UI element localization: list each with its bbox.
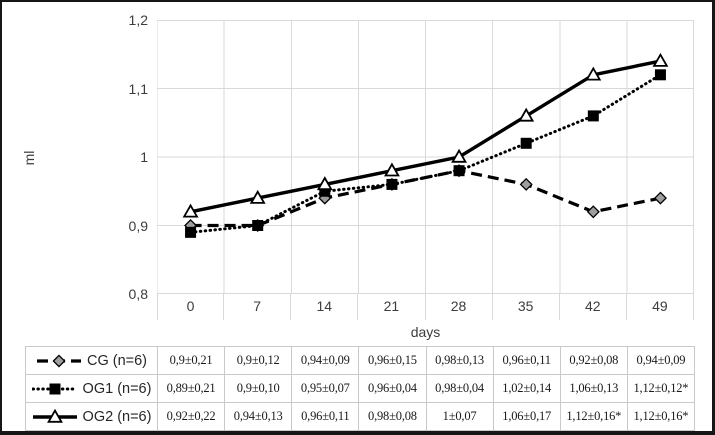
y-tick-label: 0,9 (128, 217, 148, 234)
plot-area (157, 20, 694, 294)
triangle-marker (383, 162, 400, 177)
table-value-cell: 0,9±0,21 (158, 347, 226, 375)
diamond-legend-key-icon (36, 353, 81, 368)
table-value-cell: 0,94±0,13 (225, 403, 293, 431)
triangle-marker (518, 107, 535, 122)
table-value-cell: 0,94±0,09 (292, 347, 360, 375)
square-legend-key-icon (31, 383, 78, 394)
x-tick-label: 49 (627, 294, 694, 320)
table-value-cell: 0,98±0,04 (426, 375, 494, 403)
series-og2 (182, 52, 669, 218)
table-value-cell: 0,96±0,11 (493, 347, 561, 375)
square-marker (185, 226, 197, 238)
triangle-marker (46, 408, 63, 423)
data-table: CG (n=6) 0,9±0,21 0,9±0,12 0,94±0,09 0,96±0,… (25, 346, 695, 431)
table-value-cell: 1,12±0,16* (560, 403, 628, 431)
square-marker (319, 185, 331, 197)
table-value-cell: 1,06±0,13 (560, 375, 628, 403)
table-value-cell: 1±0,07 (426, 403, 494, 431)
table-value-cell: 0,96±0,04 (359, 375, 427, 403)
square-marker (49, 383, 61, 394)
table-value-cell: 0,98±0,13 (426, 347, 494, 375)
legend-label: CG (n=6) (86, 352, 148, 369)
y-tick-label: 1,2 (128, 12, 148, 28)
table-value-cell: 0,96±0,11 (292, 403, 360, 431)
table-value-cell: 1,12±0,16* (627, 403, 695, 431)
table-value-cell: 0,98±0,08 (359, 403, 427, 431)
table-value-cell: 0,9±0,10 (225, 375, 293, 403)
diamond-marker (586, 205, 600, 219)
square-marker (587, 110, 599, 122)
legend-cell-cg: CG (n=6) (26, 347, 158, 375)
gridlines (157, 20, 694, 294)
x-tick-label: 14 (291, 294, 359, 320)
triangle-marker (249, 189, 266, 204)
triangle-marker (316, 176, 333, 191)
table-value-cell: 1,06±0,17 (493, 403, 561, 431)
x-tick-label: 35 (493, 294, 560, 320)
y-tick-label: 1,1 (128, 80, 148, 97)
diamond-marker (653, 191, 667, 205)
legend-cell-og2: OG2 (n=6) (26, 403, 158, 431)
table-value-cell: 0,96±0,15 (359, 347, 427, 375)
x-tick-label: 0 (157, 294, 225, 320)
legend-label: OG1 (n=6) (82, 380, 152, 397)
triangle-marker (652, 52, 669, 67)
triangle-legend-key-icon (32, 408, 77, 423)
table-value-cell: 0,92±0,22 (158, 403, 226, 431)
triangle-marker (182, 203, 199, 218)
square-marker (654, 69, 666, 81)
square-marker (453, 165, 465, 177)
x-tick-label: 21 (358, 294, 426, 320)
x-tick-label: 42 (560, 294, 627, 320)
diamond-marker (519, 177, 533, 191)
table-value-cell: 1,02±0,14 (493, 375, 561, 403)
y-axis-title: ml (21, 150, 37, 166)
x-axis-title: days (410, 324, 441, 340)
legend-cell-og1: OG1 (n=6) (26, 375, 158, 403)
table-value-cell: 1,12±0,12* (627, 375, 695, 403)
triangle-marker (585, 66, 602, 81)
square-marker (252, 220, 264, 231)
diamond-marker (52, 353, 66, 368)
table-value-cell: 0,89±0,21 (158, 375, 226, 403)
x-tick-label: 28 (426, 294, 493, 320)
table-value-cell: 0,92±0,08 (560, 347, 628, 375)
triangle-marker (451, 148, 468, 163)
series-og1 (185, 69, 666, 238)
table-value-cell: 0,94±0,09 (627, 347, 695, 375)
legend-label: OG2 (n=6) (82, 408, 152, 425)
square-marker (386, 178, 398, 190)
x-tick-labels: 0 7 14 21 28 35 42 49 (157, 294, 694, 320)
table-value-cell: 0,9±0,12 (225, 347, 293, 375)
square-marker (520, 137, 532, 149)
y-tick-label: 1 (140, 149, 148, 165)
x-tick-label: 7 (224, 294, 292, 320)
y-tick-label: 0,8 (128, 286, 148, 302)
table-value-cell: 0,95±0,07 (292, 375, 360, 403)
